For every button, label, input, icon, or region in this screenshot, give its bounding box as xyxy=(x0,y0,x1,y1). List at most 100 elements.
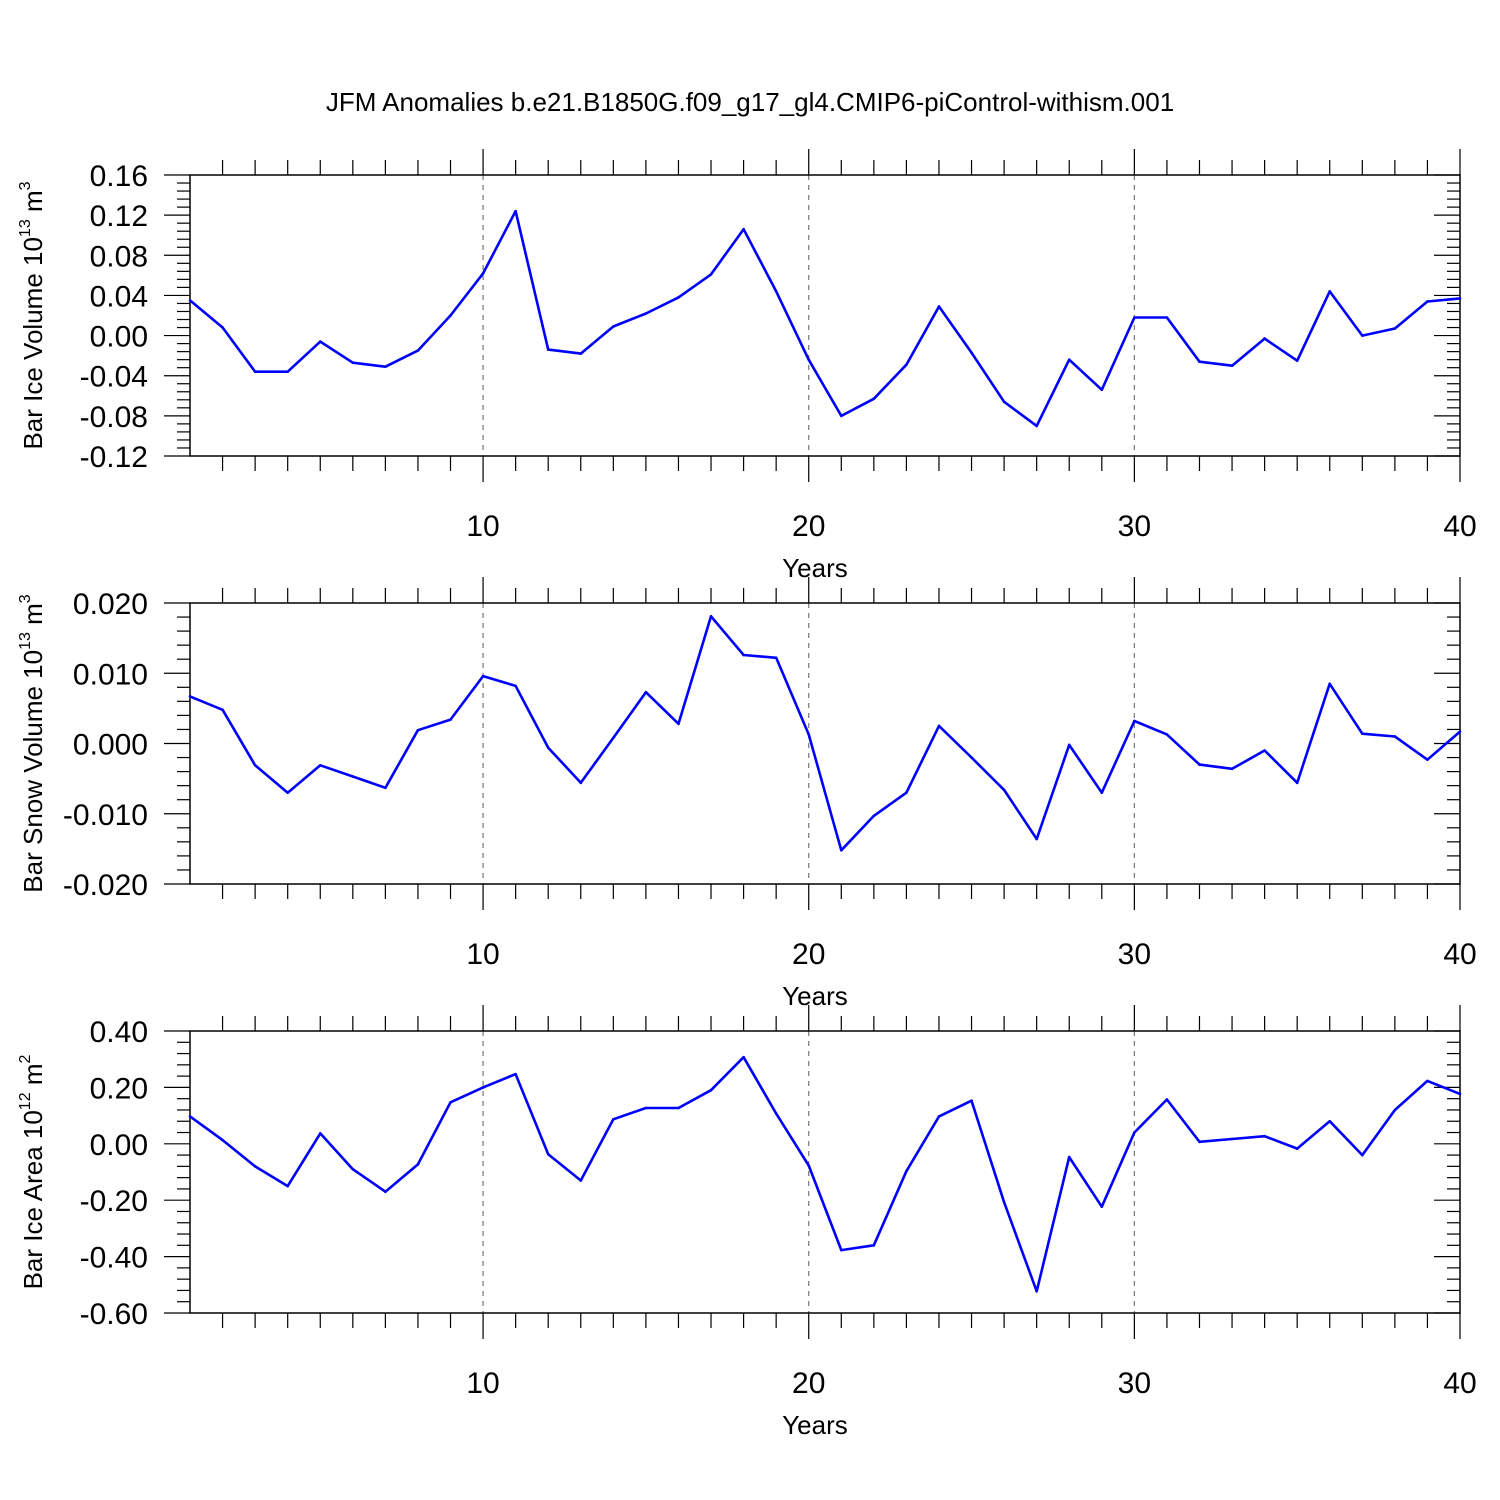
x-axis-title: Years xyxy=(782,1410,848,1440)
data-point xyxy=(546,348,550,351)
y-axis-title-unit: m xyxy=(18,603,48,632)
y-tick-label: -0.20 xyxy=(80,1185,148,1218)
data-point xyxy=(970,1099,973,1102)
data-point xyxy=(1165,1098,1169,1101)
y-axis-title-unit: m xyxy=(18,1063,48,1092)
data-point xyxy=(1035,1289,1038,1293)
data-point xyxy=(318,340,322,343)
y-tick-label: 0.16 xyxy=(90,160,148,193)
data-point xyxy=(579,352,583,355)
x-tick-label: 30 xyxy=(1118,938,1151,971)
data-point xyxy=(970,756,973,759)
y-tick-label: -0.08 xyxy=(80,401,148,434)
data-point xyxy=(1458,297,1462,300)
data-point xyxy=(1295,1147,1299,1150)
data-point xyxy=(970,351,973,354)
data-point xyxy=(905,363,908,366)
data-point xyxy=(872,814,876,818)
data-point xyxy=(416,1163,420,1166)
data-point xyxy=(1458,730,1462,733)
data-point xyxy=(644,1106,648,1110)
data-point xyxy=(481,1086,485,1089)
data-point xyxy=(1165,733,1169,736)
x-tick-label: 40 xyxy=(1443,1367,1476,1400)
y-tick-label: 0.020 xyxy=(73,588,148,621)
data-point xyxy=(253,370,257,374)
data-point xyxy=(188,299,192,302)
x-tick-label: 20 xyxy=(792,938,825,971)
data-point xyxy=(1426,758,1429,761)
x-tick-label: 40 xyxy=(1443,510,1476,543)
data-point xyxy=(1002,788,1006,792)
data-point xyxy=(742,653,745,657)
y-tick-label: 0.010 xyxy=(73,658,148,691)
data-point xyxy=(937,305,941,308)
y-axis-title-text: Bar Ice Volume 10 xyxy=(18,237,48,449)
y-axis-title-text: Bar Snow Volume 10 xyxy=(18,650,48,893)
data-point xyxy=(1198,1140,1201,1144)
data-point xyxy=(807,1164,811,1167)
data-point xyxy=(1100,1205,1104,1208)
data-point xyxy=(253,763,257,767)
chart-title: JFM Anomalies b.e21.B1850G.f09_g17_gl4.C… xyxy=(326,87,1174,117)
data-point xyxy=(221,708,224,712)
data-point xyxy=(514,684,517,688)
data-point xyxy=(1393,1108,1397,1112)
data-point xyxy=(1133,316,1136,319)
data-point xyxy=(286,1184,289,1188)
data-point xyxy=(514,1072,517,1076)
data-point xyxy=(1165,316,1169,319)
data-point xyxy=(742,227,745,231)
data-point xyxy=(677,1106,680,1110)
data-point xyxy=(351,775,355,778)
data-point xyxy=(774,1112,778,1115)
data-point xyxy=(384,365,387,368)
data-point xyxy=(612,325,615,328)
data-point xyxy=(612,736,615,740)
x-tick-label: 10 xyxy=(466,1367,499,1400)
series-line xyxy=(189,1055,1461,1293)
data-point xyxy=(1067,1155,1071,1159)
data-point xyxy=(937,724,941,728)
data-point xyxy=(416,349,420,352)
plot-frame xyxy=(189,602,1461,885)
y-tick-label: -0.12 xyxy=(80,441,148,474)
data-point xyxy=(221,1138,224,1142)
data-point xyxy=(1393,735,1397,738)
data-point xyxy=(384,786,387,790)
panel-3: 10 20 30 40 -0.60 -0.40 -0.20 0.00 0.20 0.40 Years… xyxy=(17,1005,1477,1440)
data-point xyxy=(188,695,192,698)
y-tick-label: -0.010 xyxy=(63,799,148,832)
y-axis-title: Bar Ice Volume 1013 m3 xyxy=(17,181,48,449)
y-axis-title-exp: 13 xyxy=(17,632,34,650)
y-tick-label: 0.40 xyxy=(90,1016,148,1049)
data-point xyxy=(1361,732,1364,735)
data-point xyxy=(351,361,355,364)
data-point xyxy=(481,272,485,275)
y-axis-title-exp: 13 xyxy=(17,219,34,237)
y-tick-label: -0.020 xyxy=(63,869,148,902)
data-point xyxy=(774,290,778,293)
plot-frame xyxy=(189,1030,1461,1314)
data-point xyxy=(872,397,876,401)
x-tick-label: 10 xyxy=(466,510,499,543)
data-point xyxy=(742,1055,745,1059)
data-point xyxy=(579,781,583,785)
y-tick-label: 0.20 xyxy=(90,1072,148,1105)
y-axis-title-text: Bar Ice Area 10 xyxy=(18,1110,48,1289)
data-point xyxy=(644,312,648,315)
data-point xyxy=(546,1152,550,1156)
y-axis-title: Bar Ice Area 1012 m2 xyxy=(17,1054,48,1289)
x-axis-title: Years xyxy=(782,981,848,1011)
data-point xyxy=(677,296,680,299)
data-point xyxy=(905,791,908,794)
y-tick-label: 0.000 xyxy=(73,729,148,762)
data-point xyxy=(1426,1079,1429,1083)
data-point xyxy=(1035,424,1038,428)
y-axis-title-unit-exp: 3 xyxy=(17,181,34,190)
data-point xyxy=(644,690,648,694)
data-point xyxy=(774,656,778,660)
data-point xyxy=(1133,1131,1136,1134)
data-point xyxy=(449,314,452,317)
